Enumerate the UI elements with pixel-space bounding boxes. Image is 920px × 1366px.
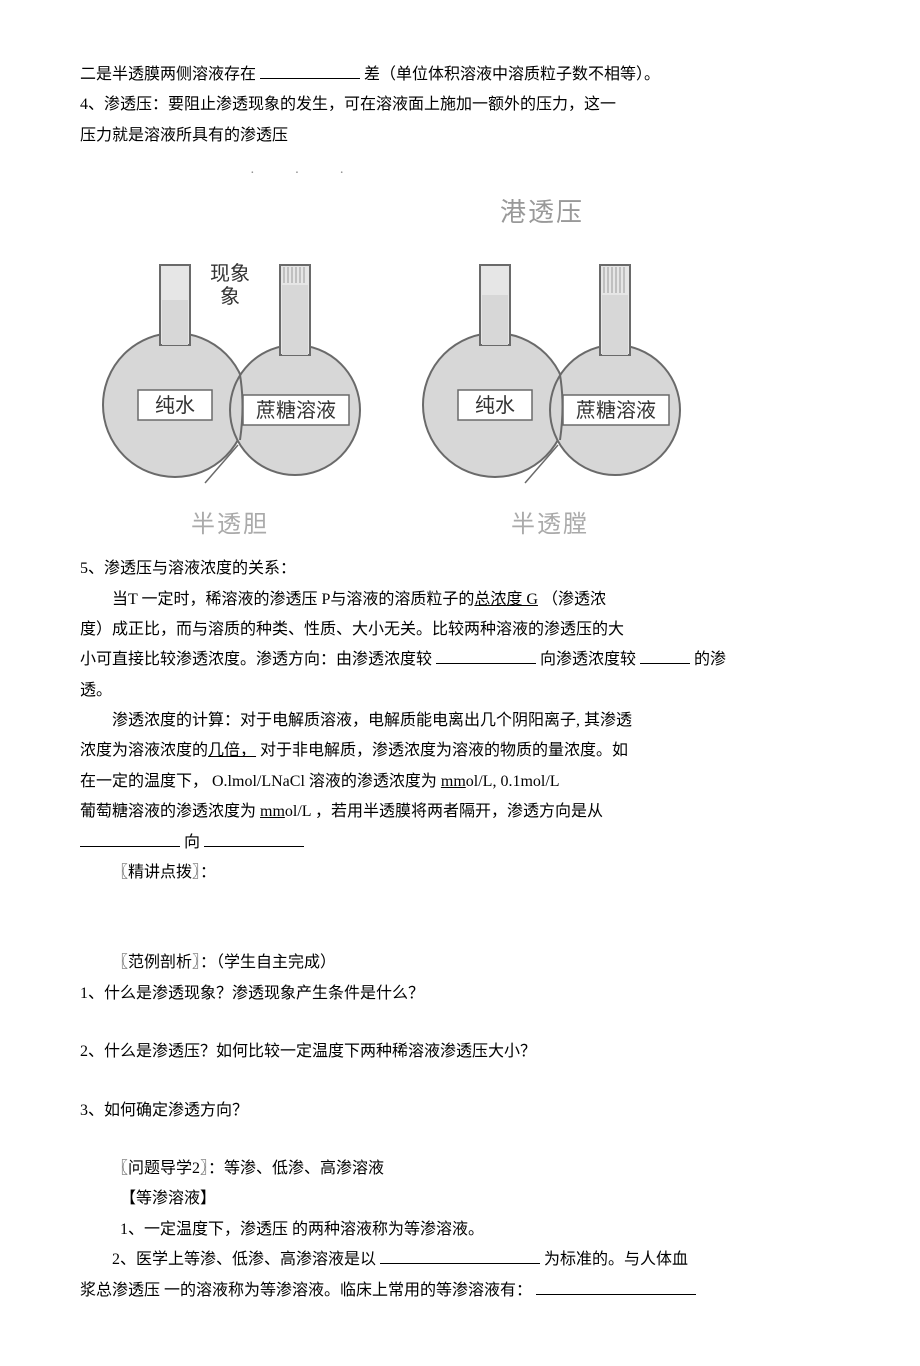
question-3: 3、如何确定渗透方向？ [80,1096,840,1126]
question-2: 2、什么是渗透压？如何比较一定温度下两种稀溶液渗透压大小？ [80,1037,840,1067]
para-5f: 渗透浓度的计算：对于电解质溶液，电解质能电离出几个阴阳离子, 其渗透 [80,706,840,736]
blank-from-conc[interactable] [436,647,536,664]
para-osmotic-def-2: 压力就是溶液所具有的渗透压 [80,121,840,151]
para-membrane-diff: 二是半透膜两侧溶液存在 差（单位体积溶液中溶质粒子数不相等）。 [80,60,840,90]
underline-mm2: mm [260,803,285,820]
underline-multiple: 几倍， [208,742,256,759]
heading-dengshen: 【等渗溶液】 [80,1184,840,1214]
para-5e: 透。 [80,676,840,706]
heading-wenti2: 〖问题导学2〗：等渗、低渗、高渗溶液 [80,1154,840,1184]
label-sugar-right: 蔗糖溶液 [576,399,656,422]
ds-line3: 浆总渗透压 一的溶液称为等渗溶液。临床上常用的等渗溶液有： [80,1276,840,1306]
caption-left: 半透胆 [80,503,380,549]
ds-line1: 1、一定温度下，渗透压 的两种溶液称为等渗溶液。 [80,1215,840,1245]
para-5-heading: 5、渗透压与溶液浓度的关系： [80,554,840,584]
question-1: 1、什么是渗透现象？渗透现象产生条件是什么？ [80,979,840,1009]
txt: 差（单位体积溶液中溶质粒子数不相等）。 [364,66,660,83]
para-5j: 向 [80,828,840,858]
ds-line2: 2、医学上等渗、低渗、高渗溶液是以 为标准的。与人体血 [80,1245,840,1275]
blank-direction-from[interactable] [80,830,180,847]
underline-total-conc: 总浓度 G [474,591,538,608]
para-5d: 小可直接比较渗透浓度。渗透方向：由渗透浓度较 向渗透浓度较 的渗 [80,645,840,675]
label-pure-right: 纯水 [475,394,515,417]
para-5h: 在一定的温度下， O.lmol/LNaCl 溶液的渗透浓度为 mmol/L, 0… [80,767,840,797]
figure-right: 纯水 蔗糖溶液 半透膛 [400,245,700,548]
underline-mm1: mm [441,773,466,790]
label-xianxiang: 现象 [210,262,250,285]
para-5g: 浓度为溶液浓度的几倍， 对于非电解质，渗透浓度为溶液的物质的量浓度。如 [80,736,840,766]
heading-fanli: 〖范例剖析〗：（学生自主完成） [80,948,840,978]
label-sugar-left: 蔗糖溶液 [256,399,336,422]
figure-dots: ··· [250,161,840,188]
blank-to-conc[interactable] [640,647,690,664]
blank-direction-to[interactable] [204,830,304,847]
blank-standard[interactable] [380,1247,540,1264]
blank-concentration-diff[interactable] [260,62,360,79]
osmosis-svg-left: 现象 象 纯水 蔗糖溶液 [80,245,380,485]
figure-title: 港透压 [500,188,840,237]
para-osmotic-def-1: 4、渗透压：要阻止渗透现象的发生，可在溶液面上施加一额外的压力，这一 [80,90,840,120]
para-5c: 度）成正比，而与溶质的种类、性质、大小无关。比较两种溶液的渗透压的大 [80,615,840,645]
osmosis-svg-right: 纯水 蔗糖溶液 [400,245,700,485]
caption-right: 半透膛 [400,503,700,549]
svg-text:象: 象 [220,285,240,308]
label-pure-left: 纯水 [155,394,195,417]
blank-isotonic-examples[interactable] [536,1278,696,1295]
para-5b: 当T 一定时，稀溶液的渗透压 P与溶液的溶质粒子的总浓度 G （渗透浓 [80,585,840,615]
para-5i: 葡萄糖溶液的渗透浓度为 mmol/L ，若用半透膜将两者隔开，渗透方向是从 [80,797,840,827]
heading-jingjiang: 〖精讲点拨〗： [80,858,840,888]
figure-left: 现象 象 纯水 蔗糖溶液 半透胆 [80,245,380,548]
figure-osmosis: ··· 港透压 现象 象 纯水 蔗糖溶液 [80,161,840,548]
txt: 二是半透膜两侧溶液存在 [80,66,260,83]
